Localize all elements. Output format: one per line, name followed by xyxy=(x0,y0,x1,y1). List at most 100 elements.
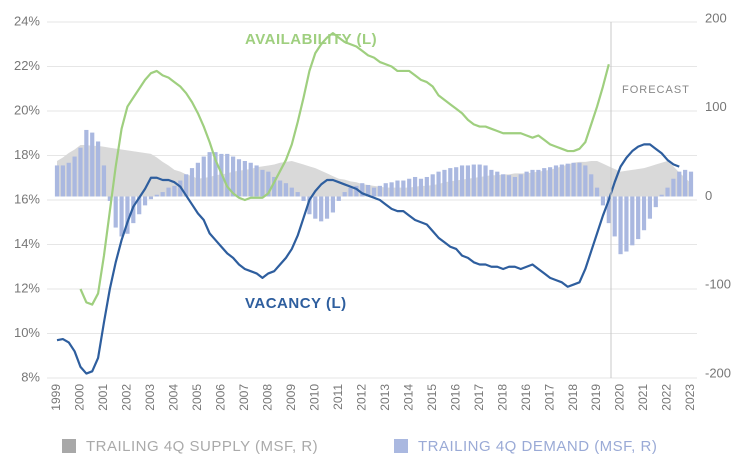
legend-swatch xyxy=(394,439,408,453)
demand-bar xyxy=(641,196,647,231)
demand-bar xyxy=(84,129,89,197)
demand-bar xyxy=(184,174,189,197)
demand-bar xyxy=(542,168,547,197)
demand-bar xyxy=(659,194,664,197)
demand-bar xyxy=(677,171,682,197)
demand-bar xyxy=(289,187,294,197)
demand-bar xyxy=(225,153,230,197)
x-tick-label: 2008 xyxy=(261,384,275,411)
x-tick-label: 2007 xyxy=(237,384,251,411)
x-tick-label: 2015 xyxy=(425,384,439,411)
demand-bar xyxy=(418,178,424,197)
demand-bar xyxy=(72,156,77,197)
demand-bar xyxy=(371,187,377,197)
demand-bar xyxy=(295,192,300,197)
y-tick-label: 8% xyxy=(21,369,40,384)
demand-bar xyxy=(553,165,559,197)
demand-bar xyxy=(78,147,83,197)
demand-bar xyxy=(424,176,429,197)
demand-bar xyxy=(683,169,688,197)
demand-bar xyxy=(647,196,653,219)
y-tick-label: 24% xyxy=(14,13,40,28)
demand-bar xyxy=(636,196,641,240)
x-tick-label: 2021 xyxy=(636,384,650,411)
demand-bar xyxy=(589,174,594,197)
demand-bar xyxy=(254,165,259,197)
demand-bar xyxy=(630,196,635,246)
demand-bar xyxy=(201,156,206,197)
x-tick-label: 2009 xyxy=(284,384,298,411)
x-tick-label: 2017 xyxy=(542,384,556,411)
demand-bar xyxy=(512,176,517,197)
demand-bar xyxy=(448,168,453,197)
demand-bar xyxy=(389,182,394,197)
x-tick-label: 2003 xyxy=(143,384,157,411)
demand-bar xyxy=(90,132,95,197)
x-tick-label: 2018 xyxy=(566,384,580,411)
demand-bar xyxy=(506,175,512,197)
x-tick-label: 2012 xyxy=(354,384,368,411)
demand-bar xyxy=(113,196,118,228)
demand-bar xyxy=(565,163,570,197)
demand-bar xyxy=(606,196,611,224)
demand-bar xyxy=(125,196,130,234)
x-tick-label: 2001 xyxy=(96,384,110,411)
y-tick-label: 18% xyxy=(14,147,40,162)
y-tick-label: 16% xyxy=(14,191,40,206)
demand-bar xyxy=(501,174,506,197)
demand-bar xyxy=(436,171,441,197)
x-tick-label: 2004 xyxy=(167,384,181,411)
y2-tick-label: 0 xyxy=(705,188,712,203)
demand-bar xyxy=(577,162,582,197)
x-tick-label: 2020 xyxy=(613,384,627,411)
demand-bar xyxy=(213,152,218,197)
x-tick-label: 2022 xyxy=(660,384,674,411)
demand-bar xyxy=(307,196,312,215)
series-line xyxy=(56,143,680,375)
demand-bar xyxy=(442,169,447,197)
y-tick-label: 10% xyxy=(14,325,40,340)
x-tick-label: 2023 xyxy=(683,384,697,411)
demand-bar xyxy=(612,196,617,237)
demand-bar xyxy=(330,196,336,213)
demand-bar xyxy=(137,196,142,215)
demand-bar xyxy=(154,194,159,197)
y2-tick-label: -100 xyxy=(705,277,731,292)
demand-bar xyxy=(360,183,365,197)
demand-bar xyxy=(319,196,324,222)
demand-bar xyxy=(95,141,101,197)
demand-bar xyxy=(189,168,195,197)
y-tick-label: 22% xyxy=(14,58,40,73)
x-tick-label: 2017 xyxy=(472,384,486,411)
demand-bar xyxy=(236,159,242,197)
demand-bar xyxy=(107,196,112,201)
demand-bar xyxy=(336,196,341,201)
x-tick-label: 2002 xyxy=(120,384,134,411)
demand-bar xyxy=(324,196,330,219)
demand-bar xyxy=(195,162,200,197)
demand-bar xyxy=(366,184,371,197)
legend-label: TRAILING 4Q SUPPLY (MSF, R) xyxy=(86,438,318,455)
demand-bar xyxy=(430,174,435,197)
x-tick-label: 2005 xyxy=(190,384,204,411)
x-tick-label: 2016 xyxy=(519,384,533,411)
demand-bar xyxy=(524,171,529,197)
demand-bar xyxy=(160,192,165,197)
demand-bar xyxy=(483,165,488,197)
demand-bar xyxy=(231,156,236,197)
x-tick-label: 2018 xyxy=(495,384,509,411)
demand-bar xyxy=(66,162,71,197)
x-tick-label: 2010 xyxy=(307,384,321,411)
forecast-label: FORECAST xyxy=(622,84,690,96)
x-tick-label: 2014 xyxy=(401,384,415,411)
demand-bar xyxy=(54,165,60,197)
demand-bar xyxy=(600,196,606,206)
demand-bar xyxy=(571,162,576,197)
x-tick-label: 2019 xyxy=(589,384,603,411)
demand-bar xyxy=(166,187,171,197)
demand-bar xyxy=(477,164,482,197)
demand-bar xyxy=(518,174,523,197)
demand-bar xyxy=(671,178,676,197)
